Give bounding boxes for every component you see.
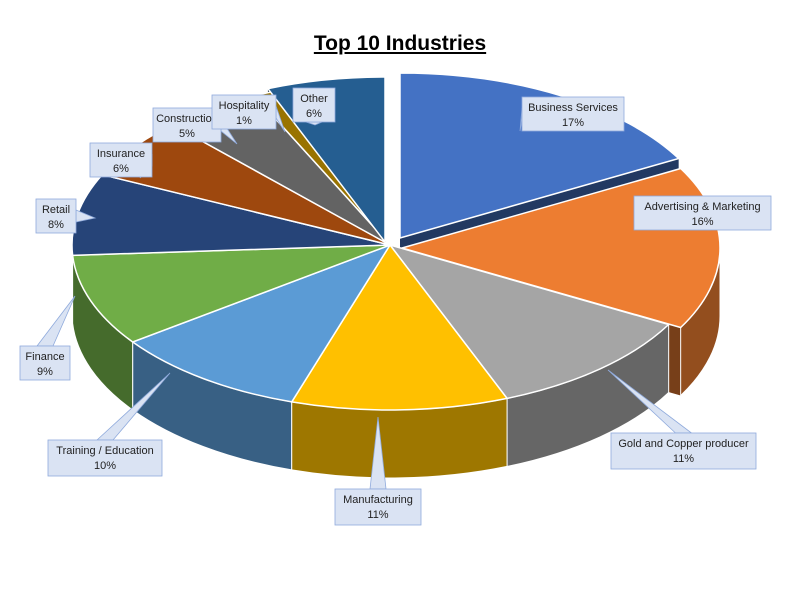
pie-slice-training-education [131,243,392,403]
slice-label: Insurance [97,148,145,160]
slice-value-label: 11% [673,453,694,465]
callout-pointer [36,295,76,347]
slice-value-label: 9% [37,366,53,378]
data-callout: Construction 5% [152,107,238,145]
pie-slice-gold-and-copper-producer [388,243,671,400]
slice-label: Construction [156,113,218,125]
slice-value-label: 16% [691,216,713,228]
data-callout: Gold and Copper producer 11% [607,369,757,470]
pie-slice-finance [71,244,391,343]
callout-box [19,345,71,381]
data-callout: Retail 8% [35,198,97,234]
slice-value-label: 10% [94,460,116,472]
pie-slice-manufacturing [290,243,509,411]
slice-value-label: 5% [179,128,195,140]
callout-box [152,107,222,143]
slice-value-label: 1% [236,115,252,127]
data-callout: Hospitality 1% [211,94,286,133]
callout-box [211,94,277,130]
data-callout: Advertising & Marketing 16% [633,195,772,231]
slice-label: Finance [25,351,64,363]
slice-label: Hospitality [219,100,270,112]
slice-label: Advertising & Marketing [644,201,760,213]
callout-box [89,142,153,178]
callout-box [633,195,772,231]
slice-label: Manufacturing [343,494,413,506]
callout-box [35,198,77,234]
slice-label: Other [300,93,328,105]
callout-box [610,432,757,470]
slice-value-label: 8% [48,219,64,231]
data-callout: Training / Education 10% [47,372,171,477]
callout-box [521,96,625,132]
slice-label: Training / Education [56,445,153,457]
data-callout: Insurance 6% [89,142,153,179]
callout-box [334,488,422,526]
slice-value-label: 17% [562,117,584,129]
slice-value-label: 11% [367,509,388,521]
data-callouts: Business Services 17% Advertising & Market… [19,87,772,526]
callout-box [292,87,336,123]
callout-box [47,439,163,477]
slice-value-label: 6% [113,163,129,175]
slice-label: Retail [42,204,70,216]
slice-label: Gold and Copper producer [618,438,749,450]
slice-value-label: 6% [306,108,322,120]
slice-label: Business Services [528,102,618,114]
data-callout: Other 6% [292,87,336,126]
data-callout: Manufacturing 11% [334,416,422,526]
chart-title: Top 10 Industries [313,32,487,55]
data-callout: Finance 9% [19,295,76,381]
data-callout: Business Services 17% [519,96,625,132]
